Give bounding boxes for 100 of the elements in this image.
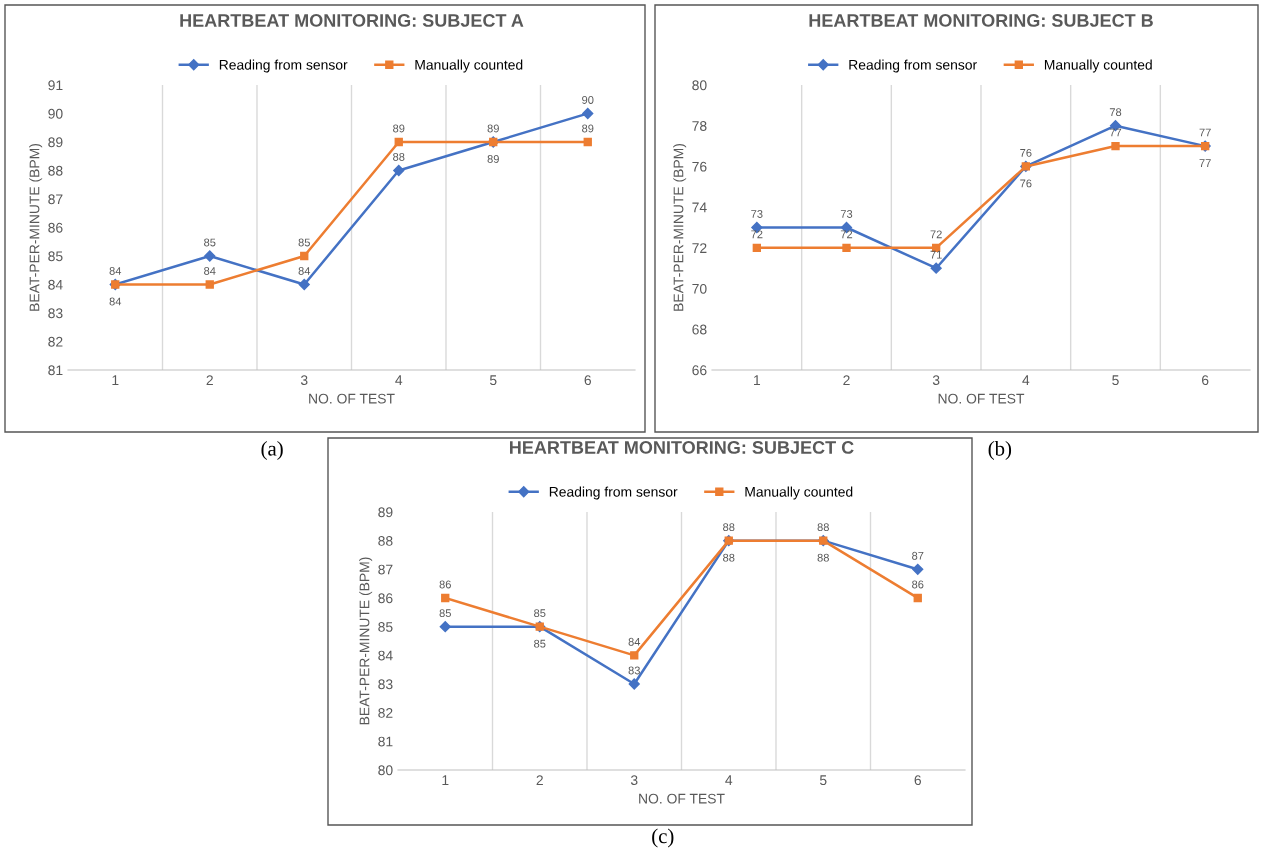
- text: (a): [261, 441, 283, 460]
- data-label: 77: [1109, 128, 1122, 137]
- data-label: 85: [204, 238, 216, 247]
- x-tick-label: 1: [442, 775, 449, 785]
- y-tick-label: 85: [378, 622, 393, 632]
- data-label: 76: [1020, 148, 1032, 157]
- y-tick-label: 91: [48, 80, 63, 91]
- data-label: 85: [298, 238, 310, 247]
- data-label: 89: [487, 155, 499, 163]
- y-tick-label: 68: [692, 324, 707, 335]
- chart-title: HEARTBEAT MONITORING: SUBJECT A: [180, 14, 524, 27]
- y-tick-label: 80: [378, 765, 393, 776]
- x-tick-label: 6: [584, 375, 591, 386]
- x-tick-label: 6: [914, 775, 921, 786]
- y-tick-label: 90: [48, 108, 63, 119]
- data-label: 84: [204, 267, 216, 275]
- y-axis-title: BEAT-PER-MINUTE (BPM): [359, 557, 373, 725]
- y-axis-title: BEAT-PER-MINUTE (BPM): [29, 143, 43, 311]
- y-tick-label: 78: [692, 121, 707, 131]
- data-label: 88: [723, 523, 735, 532]
- x-tick-label: 4: [395, 375, 403, 385]
- y-tick-label: 87: [378, 564, 393, 575]
- x-tick-label: 2: [206, 375, 213, 385]
- y-tick-label: 70: [692, 283, 707, 294]
- y-tick-label: 81: [48, 365, 63, 376]
- data-label: 73: [751, 210, 763, 218]
- data-label: 88: [817, 553, 829, 562]
- y-tick-label: 87: [48, 194, 63, 205]
- chart-title: HEARTBEAT MONITORING: SUBJECT C: [510, 441, 854, 454]
- y-tick-label: 88: [48, 165, 63, 176]
- legend-label: Reading from sensor: [219, 59, 348, 73]
- x-tick-label: 5: [489, 375, 497, 386]
- data-label: 72: [930, 230, 942, 239]
- data-label: 73: [840, 210, 853, 218]
- y-tick-label: 86: [378, 593, 393, 604]
- y-tick-label: 81: [378, 736, 393, 747]
- data-label: 88: [817, 523, 829, 532]
- y-axis-title: BEAT-PER-MINUTE (BPM): [673, 143, 687, 311]
- data-label: 85: [534, 609, 546, 618]
- chart-title: HEARTBEAT MONITORING: SUBJECT B: [809, 14, 1153, 27]
- x-tick-label: 3: [932, 375, 940, 386]
- data-label: 84: [109, 297, 122, 306]
- text: (b): [988, 441, 1012, 460]
- y-tick-label: 84: [378, 650, 393, 661]
- y-tick-label: 76: [692, 161, 707, 172]
- y-tick-label: 82: [378, 708, 393, 718]
- x-tick-label: 2: [843, 375, 850, 385]
- data-label: 77: [1199, 128, 1211, 137]
- legend-label: Manually counted: [415, 59, 523, 73]
- x-tick-label: 1: [754, 375, 761, 385]
- y-tick-label: 83: [48, 308, 63, 319]
- x-tick-label: 4: [725, 775, 733, 785]
- data-label: 83: [628, 666, 640, 675]
- x-tick-label: 3: [300, 375, 308, 386]
- x-tick-label: 5: [1112, 375, 1119, 386]
- data-label: 76: [1020, 179, 1032, 188]
- data-label: 71: [930, 250, 942, 259]
- x-tick-label: 2: [536, 775, 543, 785]
- data-label: 86: [439, 580, 451, 589]
- y-tick-label: 83: [378, 679, 393, 690]
- legend-label: Reading from sensor: [849, 59, 977, 73]
- y-tick-label: 86: [48, 222, 63, 233]
- text: (c): [652, 828, 674, 848]
- y-tick-label: 80: [692, 80, 707, 91]
- y-tick-label: 89: [48, 137, 63, 148]
- data-label: 77: [1199, 159, 1211, 167]
- data-label: 86: [912, 580, 924, 589]
- x-tick-label: 5: [819, 775, 827, 786]
- data-label: 84: [109, 267, 122, 275]
- data-label: 72: [840, 230, 853, 239]
- y-tick-label: 74: [692, 202, 707, 213]
- x-axis-title: NO. OF TEST: [309, 393, 395, 404]
- data-label: 85: [534, 639, 546, 648]
- data-label: 89: [582, 124, 594, 133]
- data-label: 72: [751, 230, 763, 239]
- data-label: 87: [912, 551, 924, 560]
- y-tick-label: 72: [692, 243, 707, 253]
- y-tick-label: 85: [48, 251, 63, 262]
- legend-label: Reading from sensor: [549, 486, 678, 500]
- x-tick-label: 6: [1202, 375, 1209, 386]
- x-axis-title: NO. OF TEST: [938, 393, 1025, 404]
- data-label: 89: [393, 124, 405, 133]
- x-tick-label: 4: [1022, 375, 1030, 385]
- legend-label: Manually counted: [745, 486, 853, 500]
- data-label: 85: [439, 609, 451, 618]
- y-tick-label: 88: [378, 536, 393, 546]
- data-label: 88: [723, 553, 735, 562]
- data-label: 89: [487, 124, 499, 133]
- x-tick-label: 3: [630, 775, 638, 786]
- data-label: 88: [393, 153, 405, 161]
- legend-label: Manually counted: [1044, 59, 1152, 73]
- data-label: 84: [298, 267, 311, 275]
- data-label: 90: [582, 96, 594, 104]
- y-tick-label: 66: [692, 365, 707, 376]
- x-axis-title: NO. OF TEST: [639, 793, 725, 804]
- y-tick-label: 89: [378, 507, 393, 518]
- y-tick-label: 84: [48, 279, 63, 290]
- x-tick-label: 1: [112, 375, 119, 385]
- data-label: 84: [628, 637, 641, 646]
- y-tick-label: 82: [48, 336, 63, 347]
